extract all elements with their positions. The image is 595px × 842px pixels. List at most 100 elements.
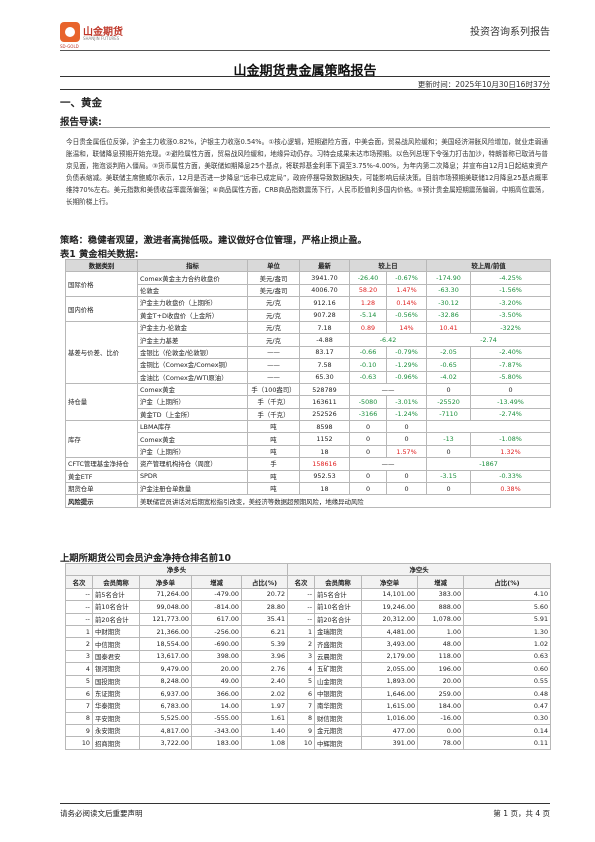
table-cell: 20.00: [417, 674, 465, 688]
title-divider: [60, 76, 550, 77]
table-cell: 14,101.00: [361, 587, 419, 602]
table-cell: 0: [385, 469, 428, 484]
table-cell: 2,179.00: [361, 649, 419, 664]
column-header: 较上日: [348, 258, 428, 273]
table-cell: 10: [287, 736, 316, 750]
report-series: 投资咨询系列报告: [470, 27, 550, 38]
table-cell: -343.00: [191, 724, 242, 738]
table-cell: -0.79%: [385, 345, 428, 360]
table-cell: 0.14%: [385, 296, 428, 310]
table-cell: -5.80%: [470, 370, 552, 384]
table-cell: -3.50%: [470, 308, 552, 322]
table-cell: 1.28: [349, 296, 387, 310]
table-cell: 美元/盎司: [247, 283, 300, 298]
table-cell: 0: [470, 382, 552, 397]
table-row: 3 国泰君安 13,617.00 398.00 3.96 3 云晨期货 2,179.00 118…: [65, 649, 552, 664]
table-cell: 3: [65, 649, 93, 664]
table-cell: --: [65, 600, 93, 614]
position-ranking-table: 净多头 净空头 名次 会员简称 净多单 增减 占比(%) 名次 会员简称 净空单…: [64, 562, 552, 750]
table-cell: -0.63: [349, 370, 387, 384]
table-cell: 952.53: [299, 469, 350, 484]
table-cell: 4006.70: [299, 283, 350, 298]
table-cell: 东证期货: [92, 686, 140, 701]
table-cell: 907.28: [299, 308, 350, 322]
table-row: Comex黄金吨 1152 0 0 -13 -1.08%: [66, 432, 552, 446]
table-cell: 0: [349, 469, 387, 484]
table-cell: 2: [65, 637, 93, 651]
table-cell: 259.00: [417, 686, 465, 701]
table-cell: Comex黄金: [137, 432, 248, 446]
table-cell: -0.10: [349, 358, 387, 372]
column-header: 数据类别: [65, 258, 138, 273]
table-cell: 4: [65, 662, 93, 676]
table-cell: 金元期货: [314, 724, 363, 738]
table-cell: 7: [65, 699, 93, 713]
table-cell: 国内价格: [65, 296, 138, 322]
update-time: 更新时间：2025年10月30日16时37分: [417, 80, 550, 89]
column-header: 指标: [137, 258, 248, 273]
table-cell: 20.72: [240, 587, 289, 602]
table-cell: -13.49%: [470, 395, 552, 409]
table2-title: 上期所期货公司会员沪金净持仓排名前10: [60, 553, 231, 564]
table-cell: 沪金主力收盘价（上期所）: [137, 296, 248, 310]
table-row: 国际价格 Comex黄金主力合约收盘价 美元/盎司 3941.70 -26.40 -0.6…: [65, 271, 552, 298]
logo-english: SHANJIN FUTURES: [83, 36, 120, 41]
table-cell: SPDR: [137, 469, 248, 484]
table-cell: 163611: [299, 395, 350, 409]
table-cell: 183.00: [191, 736, 242, 750]
table-cell: 中银期货: [314, 686, 363, 701]
table-cell: 0.48: [463, 686, 552, 701]
table-row: 1 中财期货 21,366.00 -256.00 6.21 1 金瑞期货 4,481.00 1.…: [65, 624, 552, 639]
table-cell: -1.24%: [385, 407, 428, 422]
table-cell: 1.47%: [385, 283, 428, 298]
table-cell: 8: [287, 711, 316, 726]
table-cell: 5.39: [240, 637, 289, 651]
table-cell: 888.00: [417, 600, 465, 614]
table-cell: -7110: [426, 407, 472, 422]
table-cell: 0: [349, 420, 387, 434]
table-cell: 0.47: [463, 699, 552, 713]
table-cell: 0.55: [463, 674, 552, 688]
table-cell: 0: [385, 482, 428, 496]
summary-paragraph: 今日贵金属低位反弹，沪金主力收涨0.82%，沪银主力收涨0.54%。①核心逻辑，…: [66, 138, 548, 207]
table-cell: 8: [65, 711, 93, 726]
table-cell: 1: [65, 624, 93, 639]
table-cell: -0.96%: [385, 370, 428, 384]
table-cell: -3.01%: [385, 395, 428, 409]
table-cell: 99,048.00: [139, 600, 192, 614]
table-cell: 391.00: [361, 736, 419, 750]
table-cell: 18,554.00: [139, 637, 192, 651]
table-cell: --: [287, 612, 316, 626]
table-cell: 48.00: [417, 637, 465, 651]
table-row: 基差与价差、比价 沪金主力-伦敦金 元/克 7.18 0.89 14% 10.41 -322%: [65, 320, 552, 384]
table-row: 期货仓单 沪金注册仓单数量吨 18 0 0 0 0.38%: [65, 482, 552, 496]
table-cell: 4,817.00: [139, 724, 192, 738]
table-cell: 南华期货: [314, 699, 363, 713]
column-header: 净多单: [139, 575, 192, 589]
table-row: 库存 LBMA库存吨 8598 0 0: [65, 420, 552, 459]
table-cell: 吨: [247, 420, 300, 434]
table-cell: 1.02: [463, 637, 552, 651]
page-number: 第 1 页，共 4 页: [493, 809, 550, 818]
report-title: 山金期货贵金属策略报告: [233, 64, 377, 79]
column-header: 会员简称: [92, 575, 140, 589]
table-cell: 元/克: [247, 296, 300, 310]
table-cell: 风险提示: [65, 494, 138, 508]
table-cell: 10.41: [426, 320, 472, 335]
table-row: -- 前5名合计 71,264.00 -479.00 20.72 -- 前5名合计 14,10…: [65, 587, 552, 602]
table-cell: 黄金TD（上金所）: [137, 407, 248, 422]
table-cell: 2,055.00: [361, 662, 419, 676]
logo-mark-icon: [60, 22, 80, 42]
table-cell: -1867: [426, 457, 552, 471]
table-cell: 中辉期货: [314, 736, 363, 750]
table-cell: 3,493.00: [361, 637, 419, 651]
table-cell: 招商期货: [92, 736, 140, 750]
table-cell: ——: [247, 345, 300, 360]
table-cell: 252526: [299, 407, 350, 422]
table-cell: 前5名合计: [314, 587, 363, 602]
table-cell: 0: [426, 482, 472, 496]
table-row: 持仓量 Comex黄金 手（100盎司） 528789 —— 0 0: [65, 382, 552, 422]
table-cell: 手（100盎司）: [247, 382, 300, 397]
table-cell: -3.15: [426, 469, 472, 484]
table-cell: 美联储官员讲话对后期宽松指引改变，美经济等数据超预期风险，地缘异动风险: [136, 494, 552, 508]
